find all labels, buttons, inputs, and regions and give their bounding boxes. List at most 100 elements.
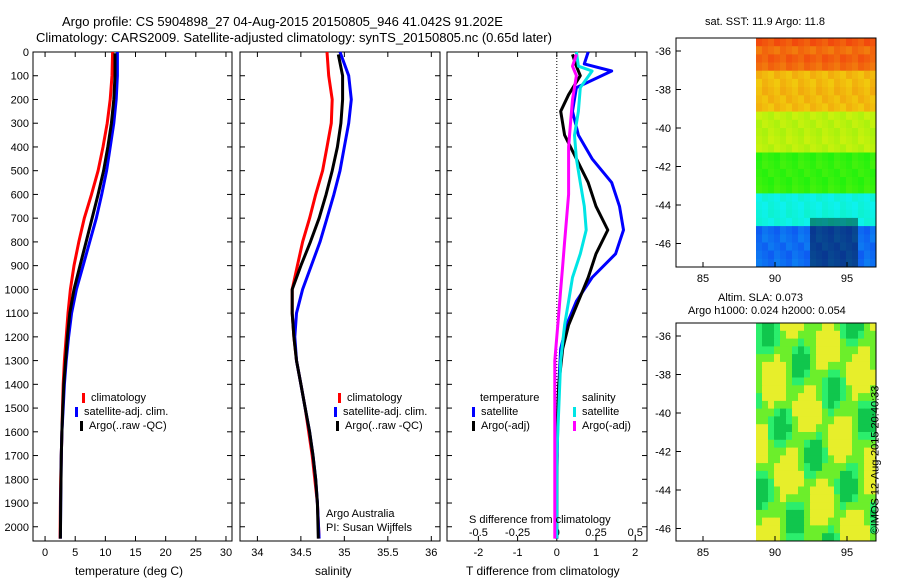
sst-map-cell — [798, 103, 805, 113]
legend-title-temperature: temperature — [480, 392, 540, 404]
sst-map-cell — [864, 128, 871, 137]
sst-map-cell — [828, 38, 835, 47]
sla-map-cell — [846, 330, 853, 340]
sla-map-cell — [822, 393, 829, 402]
sla-map-cell — [798, 393, 805, 402]
sla-map-cell — [846, 533, 853, 542]
sla-map-cell — [864, 478, 871, 487]
sla-map-cell — [786, 494, 793, 503]
sla-map-cell — [834, 369, 841, 378]
sla-map-cell — [780, 533, 787, 542]
sla-map-cell — [774, 338, 781, 347]
sst-map-cell — [840, 234, 847, 243]
sst-map-cell — [768, 258, 775, 268]
sla-map-cell — [780, 502, 787, 511]
sst-map-cell — [798, 136, 805, 145]
sst-map-cell — [840, 258, 847, 268]
sla-map-cell — [792, 385, 799, 394]
sst-map-cell — [786, 217, 793, 227]
sla-map-cell — [834, 346, 841, 355]
sst-map-cell — [870, 234, 877, 243]
sla-map-cell — [828, 369, 835, 378]
sla-map-cell — [798, 432, 805, 441]
sla-map-cell — [762, 400, 769, 410]
sst-map-cell — [798, 95, 805, 104]
sst-map-cell — [858, 193, 865, 203]
sla-map-cell — [780, 385, 787, 394]
sla-map-cell — [816, 447, 823, 456]
y-tick-label: 800 — [11, 237, 29, 249]
sst-map-cell — [810, 226, 817, 235]
sla-map-cell — [774, 509, 781, 519]
sst-map-cell — [768, 209, 775, 219]
sst-map-cell — [798, 70, 805, 80]
sla-map-cell — [870, 323, 877, 332]
sst-map-cell — [762, 103, 769, 113]
sst-map-cell — [774, 185, 781, 194]
sla-map-cell — [786, 323, 793, 332]
sla-map-cell — [858, 385, 865, 394]
sst-map-cell — [756, 258, 763, 268]
sla-map-cell — [858, 323, 865, 332]
sst-map-cell — [858, 160, 865, 170]
sst-map-cell — [756, 95, 763, 104]
sla-map-cell — [768, 447, 775, 456]
sst-map-cell — [762, 111, 769, 121]
sst-map-cell — [786, 201, 793, 211]
sst-map-cell — [828, 128, 835, 137]
sst-map-cell — [792, 185, 799, 194]
sla-map-cell — [810, 525, 817, 534]
sst-map-cell — [768, 168, 775, 178]
sst-map-cell — [810, 234, 817, 243]
temperature-xlabel: temperature (deg C) — [75, 564, 184, 578]
sst-map-cell — [780, 103, 787, 113]
sst-map-cell — [828, 160, 835, 170]
sst-map-cell — [762, 160, 769, 170]
sla-map-cell — [840, 533, 847, 542]
sla-map-cell — [870, 369, 877, 378]
sst-map-cell — [828, 234, 835, 243]
sst-map-cell — [870, 103, 877, 113]
sla-map-cell — [828, 330, 835, 340]
sst-map-cell — [810, 46, 817, 55]
sla-map-cell — [870, 400, 877, 410]
sla-map-cell — [822, 486, 829, 495]
sst-map-cell — [852, 226, 859, 235]
sla-map-cell — [792, 408, 799, 417]
sst-map-cell — [756, 144, 763, 153]
sst-map-cell — [792, 258, 799, 268]
sst-map-cell — [780, 38, 787, 47]
sla-map-cell — [768, 416, 775, 425]
sla-map-cell — [858, 463, 865, 472]
sla-map-cell — [768, 400, 775, 410]
sla-map-cell — [774, 330, 781, 340]
sst-map-cell — [858, 242, 865, 252]
sla-map-cell — [840, 377, 847, 386]
sla-map-cell — [870, 416, 877, 425]
sla-map-cell — [798, 447, 805, 456]
sla-map-cell — [864, 439, 871, 449]
sla-map-cell — [768, 330, 775, 340]
sla-map-cell — [870, 517, 877, 526]
y-tick-label: 700 — [11, 213, 29, 225]
sla-map-cell — [864, 463, 871, 472]
sst-map-cell — [756, 136, 763, 145]
sst-map-cell — [774, 87, 781, 96]
sla-map-cell — [816, 432, 823, 441]
sla-map-cell — [786, 439, 793, 449]
x2-tick-label: 0.5 — [628, 527, 643, 539]
sst-map-cell — [774, 95, 781, 104]
sst-map-cell — [780, 95, 787, 104]
sla-map-cell — [864, 393, 871, 402]
sst-map-cell — [858, 201, 865, 211]
sla-map-cell — [816, 346, 823, 355]
sst-map-cell — [810, 217, 817, 227]
sla-map-cell — [852, 509, 859, 519]
sla-map-cell — [846, 525, 853, 534]
sla-map-lat-label: -42 — [655, 447, 671, 459]
sst-map-cell — [858, 144, 865, 153]
sst-map-cell — [762, 201, 769, 211]
sst-map-cell — [762, 46, 769, 55]
sst-map-cell — [804, 209, 811, 219]
sla-map-cell — [756, 502, 763, 511]
